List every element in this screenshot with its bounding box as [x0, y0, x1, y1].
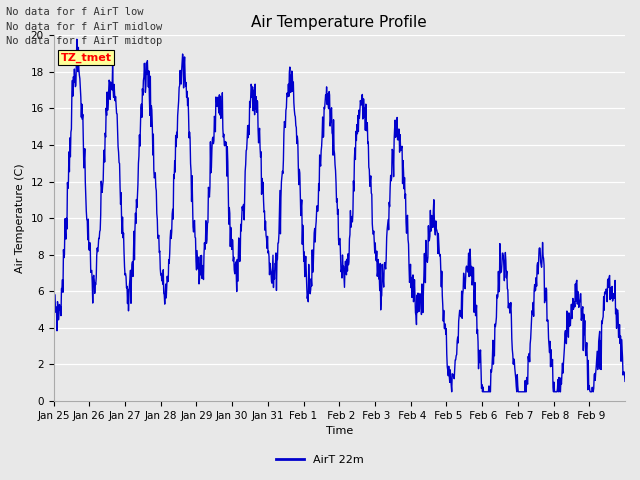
- Y-axis label: Air Temperature (C): Air Temperature (C): [15, 163, 25, 273]
- Text: No data for f AirT low: No data for f AirT low: [6, 7, 144, 17]
- Text: No data for f AirT midtop: No data for f AirT midtop: [6, 36, 163, 46]
- Legend: AirT 22m: AirT 22m: [272, 451, 368, 469]
- Title: Air Temperature Profile: Air Temperature Profile: [252, 15, 427, 30]
- Text: TZ_tmet: TZ_tmet: [60, 52, 111, 62]
- X-axis label: Time: Time: [326, 426, 353, 436]
- Text: No data for f AirT midlow: No data for f AirT midlow: [6, 22, 163, 32]
